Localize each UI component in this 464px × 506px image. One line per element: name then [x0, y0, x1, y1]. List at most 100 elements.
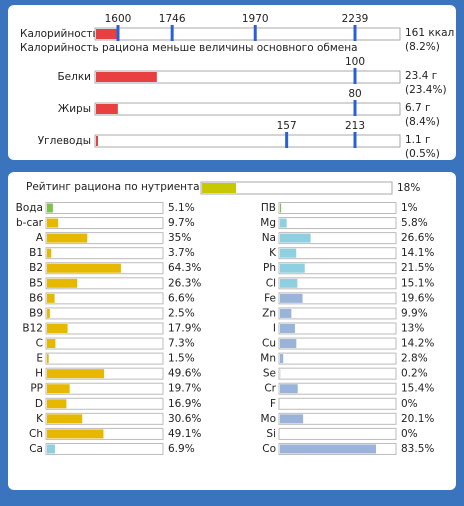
nutrient-value: 30.6% [168, 413, 201, 425]
nutrient-frame [45, 352, 164, 365]
nutrient-frame [45, 397, 164, 410]
energy-note: Калорийность рациона меньше величины осн… [20, 42, 358, 54]
nutrient-bar [47, 323, 68, 333]
norm-label: 157 [277, 120, 297, 132]
nutrient-name: Вода [16, 202, 43, 214]
rating-label: Рейтинг рациона по нутриентам [26, 181, 208, 193]
percent-label: (23.4%) [405, 84, 447, 96]
nutrient-bar [280, 278, 298, 288]
nutrient-name: C [36, 338, 43, 350]
nutrient-bar [280, 414, 304, 424]
bar-fill [96, 136, 98, 146]
nutrient-bar [47, 278, 78, 288]
nutrient-frame [45, 412, 164, 425]
nutrient-value: 3.7% [168, 247, 195, 259]
nutrient-frame [278, 292, 397, 305]
nutrient-name: Zn [262, 307, 276, 319]
nutrient-value: 26.3% [168, 277, 201, 289]
nutrient-value: 14.2% [401, 338, 434, 350]
row-label: Белки [57, 71, 91, 83]
nutrient-value: 1% [401, 202, 418, 214]
nutrient-bar [280, 339, 297, 349]
nutrient-frame [278, 277, 397, 290]
percent-label: (0.5%) [405, 148, 440, 160]
nutrient-frame [278, 427, 397, 440]
norm-label: 2239 [342, 13, 369, 25]
nutrient-value: 7.3% [168, 338, 195, 350]
nutrient-name: Cr [264, 383, 276, 395]
nutrient-value: 15.1% [401, 277, 434, 289]
nutrient-bar [47, 354, 49, 364]
nutrient-bar [47, 339, 56, 349]
nutrient-value: 16.9% [168, 398, 201, 410]
nutrient-bar [47, 248, 52, 258]
nutrient-value: 35% [168, 232, 191, 244]
nutrient-frame [278, 352, 397, 365]
row-label: Углеводы [38, 135, 91, 147]
nutrient-bar [47, 444, 55, 454]
nutrient-frame [278, 397, 397, 410]
nutrient-value: 9.7% [168, 217, 195, 229]
nutrient-value: 49.1% [168, 428, 201, 440]
nutrient-bar [280, 203, 282, 213]
nutrient-name: Cl [266, 277, 276, 289]
nutrient-value: 83.5% [401, 443, 434, 455]
nutrient-name: H [35, 368, 43, 380]
nutrient-frame [278, 367, 397, 380]
nutrient-frame [278, 232, 397, 245]
nutrient-value: 21.5% [401, 262, 434, 274]
nutrient-value: 1.5% [168, 353, 195, 365]
nutrient-frame [45, 292, 164, 305]
nutrient-value: 6.9% [168, 443, 195, 455]
bar-fill [96, 104, 118, 114]
nutrient-bar [47, 308, 50, 318]
percent-label: (8.4%) [405, 116, 440, 128]
nutrient-frame [45, 277, 164, 290]
nutrient-frame [278, 202, 397, 214]
nutrient-frame [278, 262, 397, 275]
nutrient-name: A [36, 232, 44, 244]
row-label: Калорийность [20, 28, 99, 40]
nutrient-frame [278, 337, 397, 350]
bar-frame [94, 134, 401, 148]
nutrient-frame [45, 382, 164, 395]
nutrient-value: 6.6% [168, 292, 195, 304]
nutrient-value: 64.3% [168, 262, 201, 274]
nutrient-name: B12 [22, 322, 43, 334]
nutrient-value: 20.1% [401, 413, 434, 425]
nutrient-name: b-car [16, 217, 44, 229]
nutrient-frame [45, 217, 164, 230]
nutrient-name: D [35, 398, 43, 410]
nutrient-name: Ph [263, 262, 276, 274]
nutrient-frame [45, 337, 164, 350]
nutrient-name: B1 [29, 247, 43, 259]
nutrient-name: Co [262, 443, 276, 455]
nutrient-bar [47, 218, 59, 228]
nutrient-name: K [36, 413, 44, 425]
nutrient-bar [280, 323, 295, 333]
norm-label: 1970 [242, 13, 269, 25]
nutrient-frame [278, 307, 397, 320]
nutrient-frame [45, 247, 164, 260]
rating-value: 18% [397, 182, 420, 194]
nutrient-name: Ch [29, 428, 43, 440]
nutrient-bar [280, 233, 311, 243]
nutrient-bar [280, 384, 298, 394]
nutrient-bar [280, 308, 292, 318]
nutrient-frame [278, 412, 397, 425]
nutrient-frame [45, 442, 164, 455]
nutrient-frame [45, 322, 164, 335]
nutrient-value: 2.5% [168, 307, 195, 319]
nutrient-bar [47, 369, 105, 379]
nutrient-bar [280, 354, 284, 364]
nutrient-value: 0% [401, 398, 418, 410]
nutrient-frame [278, 247, 397, 260]
norm-label: 80 [348, 88, 361, 100]
nutrient-name: Na [262, 232, 276, 244]
amount-label: 1.1 г [405, 134, 431, 146]
nutrient-value: 5.1% [168, 202, 195, 214]
amount-label: 6.7 г [405, 102, 431, 114]
nutrient-bar [47, 293, 55, 303]
amount-label: 23.4 г [405, 70, 437, 82]
